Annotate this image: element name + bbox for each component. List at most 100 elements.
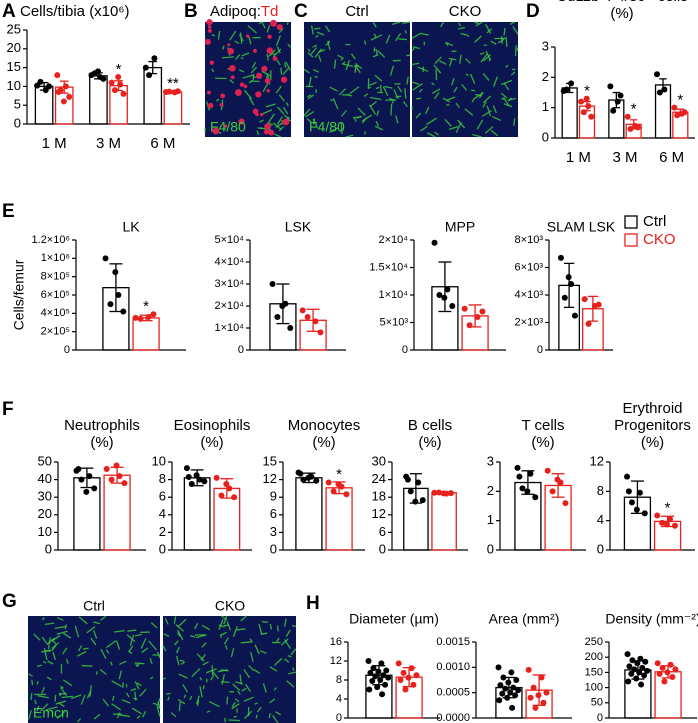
y-tick-label: 10	[7, 78, 21, 93]
bar	[325, 487, 353, 551]
texture	[278, 27, 284, 34]
texture	[315, 34, 319, 38]
texture	[480, 53, 488, 63]
texture	[345, 134, 354, 138]
data-point	[150, 311, 157, 318]
texture	[93, 630, 98, 639]
data-point	[431, 239, 438, 246]
chart-title: (%)	[610, 5, 633, 22]
texture	[457, 119, 466, 129]
y-tick-label: 150	[585, 666, 603, 678]
y-tick-label: 30	[38, 489, 52, 504]
texture	[134, 681, 140, 690]
x-tick-label: 3 M	[612, 149, 637, 166]
data-point	[145, 314, 152, 320]
texture	[229, 79, 235, 84]
texture	[52, 651, 57, 660]
texture	[372, 21, 377, 28]
image-label: Ctrl	[83, 598, 105, 614]
panel-letter: H	[306, 593, 320, 614]
texture	[251, 62, 257, 69]
texture	[126, 692, 130, 698]
texture	[189, 695, 193, 701]
texture	[234, 40, 240, 45]
texture	[74, 625, 80, 638]
texture	[130, 688, 137, 692]
image-title: Adipoq:Td	[210, 3, 278, 20]
texture	[265, 103, 276, 108]
texture	[493, 76, 498, 87]
texture	[445, 42, 449, 47]
texture	[353, 117, 357, 122]
data-point	[519, 485, 526, 492]
y-tick-label: 1×10⁶	[41, 252, 70, 264]
data-point	[663, 521, 670, 528]
texture	[448, 57, 457, 61]
y-tick-label: 18	[372, 489, 386, 504]
texture	[239, 674, 243, 685]
texture	[284, 639, 291, 649]
texture	[340, 57, 344, 61]
texture	[141, 711, 147, 718]
texture	[369, 96, 382, 101]
texture	[238, 69, 245, 73]
texture	[164, 618, 169, 625]
texture	[78, 616, 88, 625]
y-tick-label: 8×10³	[515, 234, 544, 246]
data-point	[633, 675, 640, 682]
texture	[276, 625, 279, 632]
data-point	[431, 489, 438, 496]
texture	[448, 125, 459, 130]
texture	[311, 25, 314, 35]
texture	[175, 624, 185, 632]
texture	[170, 712, 177, 718]
texture	[55, 700, 67, 705]
y-tick-label: 0	[537, 344, 543, 356]
texture	[202, 661, 209, 666]
bar	[431, 492, 457, 551]
texture	[211, 33, 215, 37]
data-point	[269, 281, 276, 287]
y-tick-label: 8	[336, 674, 342, 686]
texture	[306, 94, 312, 98]
y-tick-label: 0	[159, 541, 166, 556]
texture	[76, 650, 87, 657]
y-tick-label: 0	[402, 344, 408, 356]
texture	[158, 706, 161, 709]
data-point	[527, 694, 534, 701]
texture	[81, 664, 93, 667]
data-point	[365, 658, 372, 664]
data-point	[62, 83, 69, 90]
data-point	[113, 462, 120, 469]
texture	[266, 24, 271, 33]
texture	[254, 702, 258, 705]
texture	[237, 690, 241, 695]
texture	[106, 640, 117, 649]
texture	[82, 647, 89, 650]
texture	[354, 63, 357, 73]
texture	[485, 24, 492, 34]
data-point	[412, 498, 419, 505]
texture	[433, 64, 442, 74]
texture	[282, 106, 289, 115]
texture	[149, 676, 154, 680]
texture	[330, 99, 334, 101]
texture	[434, 56, 442, 65]
data-point	[188, 481, 195, 487]
texture	[127, 629, 137, 632]
texture	[156, 706, 161, 717]
data-point	[607, 83, 614, 90]
texture	[238, 118, 245, 125]
image-title-part: Td	[261, 3, 279, 20]
texture	[234, 698, 240, 703]
y-tick-label: 30	[372, 453, 386, 468]
texture	[275, 711, 281, 716]
data-point	[508, 669, 515, 676]
texture	[178, 673, 188, 679]
chart-title: B cells	[408, 417, 452, 434]
texture	[283, 114, 291, 121]
data-point	[335, 481, 342, 488]
data-point	[479, 308, 486, 315]
data-point	[299, 307, 306, 314]
texture	[372, 54, 379, 58]
